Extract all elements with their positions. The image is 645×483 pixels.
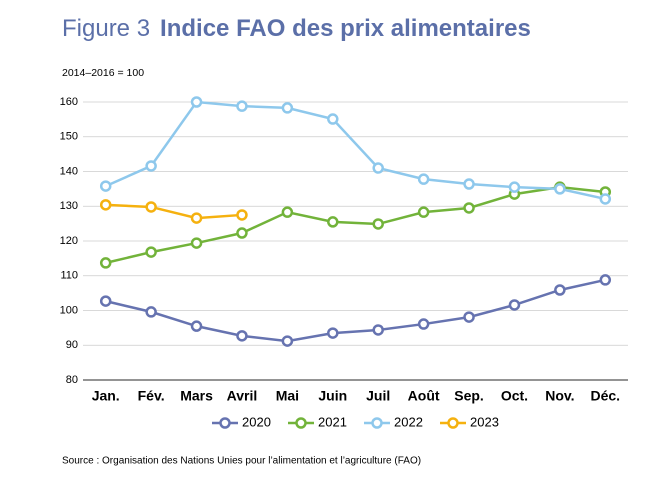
point [372, 162, 384, 174]
point [99, 180, 112, 192]
y-tick-label: 160 [60, 96, 78, 108]
point [145, 306, 157, 318]
point [463, 178, 475, 190]
point [372, 324, 384, 336]
point [508, 181, 521, 193]
point [236, 209, 248, 221]
legend-label: 2023 [470, 414, 499, 429]
point [417, 318, 430, 330]
series-line [105, 278, 606, 343]
x-tick-label: Sep. [454, 388, 484, 404]
y-tick-label: 80 [66, 374, 78, 386]
legend-label: 2020 [242, 414, 271, 429]
y-tick-label: 100 [60, 304, 78, 316]
point [99, 199, 112, 211]
legend-label: 2022 [394, 414, 423, 429]
point [99, 295, 112, 307]
series-line [105, 203, 243, 220]
y-tick-label: 110 [60, 270, 78, 282]
point [190, 212, 203, 224]
chart-title: Figure 3 Indice FAO des prix alimentaires [62, 15, 531, 42]
x-tick-label: Nov. [545, 388, 574, 404]
x-tick-label: Juin [318, 388, 347, 404]
x-tick-label: Juil [366, 388, 390, 404]
legend-marker [447, 417, 459, 429]
point [599, 193, 612, 205]
y-tick-label: 140 [60, 165, 78, 177]
point [463, 311, 475, 323]
point [327, 216, 339, 228]
point [281, 335, 294, 347]
x-tick-label: Fév. [138, 388, 165, 404]
point [281, 206, 294, 218]
x-tick-label: Déc. [591, 388, 621, 404]
point [99, 257, 112, 269]
point [236, 100, 248, 112]
point [236, 330, 248, 342]
title: Indice FAO des prix alimentaires [160, 15, 531, 42]
y-tick-label: 90 [66, 339, 78, 351]
point [190, 96, 203, 108]
point [190, 237, 203, 249]
point [145, 160, 157, 172]
figure-label: Figure 3 [62, 15, 150, 42]
point [327, 113, 339, 125]
point [281, 102, 294, 114]
point [554, 183, 566, 195]
point [417, 206, 430, 218]
legend-marker [295, 417, 307, 429]
legend-marker [219, 417, 231, 429]
series-line [105, 100, 606, 201]
y-tick-label: 150 [60, 131, 78, 143]
legend-marker [371, 417, 383, 429]
x-tick-label: Avril [227, 388, 258, 404]
point [236, 227, 248, 239]
x-tick-label: Oct. [501, 388, 528, 404]
point [554, 284, 566, 296]
point [599, 274, 612, 286]
x-tick-label: Mars [180, 388, 213, 404]
x-tick-label: Jan. [92, 388, 120, 404]
y-tick-label: 120 [60, 235, 78, 247]
source: Source : Organisation des Nations Unies … [62, 456, 421, 467]
legend-label: 2021 [318, 414, 347, 429]
x-tick-label: Août [408, 388, 440, 404]
y-axis-label: 2014–2016 = 100 [62, 67, 144, 79]
point [463, 202, 475, 214]
point [190, 320, 203, 332]
point [372, 218, 384, 230]
point [145, 201, 157, 213]
x-tick-label: Mai [276, 388, 299, 404]
point [145, 246, 157, 258]
point [508, 299, 521, 311]
series-line [105, 185, 606, 265]
y-tick-label: 130 [60, 200, 78, 212]
point [417, 173, 430, 185]
point [327, 327, 339, 339]
